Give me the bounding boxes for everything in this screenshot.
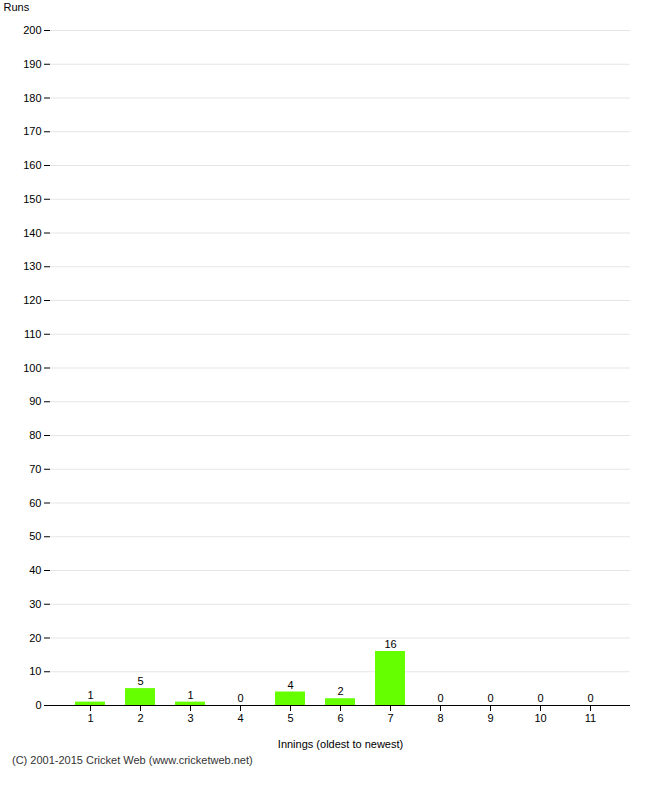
- svg-text:50: 50: [29, 530, 41, 542]
- svg-text:5: 5: [287, 712, 293, 724]
- svg-text:7: 7: [387, 712, 393, 724]
- svg-text:150: 150: [23, 193, 41, 205]
- svg-text:9: 9: [487, 712, 493, 724]
- svg-text:40: 40: [29, 564, 41, 576]
- svg-text:90: 90: [29, 395, 41, 407]
- svg-text:6: 6: [337, 712, 343, 724]
- svg-text:0: 0: [537, 692, 543, 704]
- svg-text:10: 10: [29, 665, 41, 677]
- svg-text:10: 10: [534, 712, 546, 724]
- svg-text:0: 0: [487, 692, 493, 704]
- svg-text:Innings (oldest to newest): Innings (oldest to newest): [278, 738, 403, 750]
- svg-text:5: 5: [137, 675, 143, 687]
- svg-text:80: 80: [29, 429, 41, 441]
- svg-text:180: 180: [23, 92, 41, 104]
- svg-text:170: 170: [23, 125, 41, 137]
- svg-text:1: 1: [87, 689, 93, 701]
- svg-text:0: 0: [587, 692, 593, 704]
- svg-text:2: 2: [337, 685, 343, 697]
- svg-text:3: 3: [187, 712, 193, 724]
- svg-text:2: 2: [137, 712, 143, 724]
- svg-text:110: 110: [24, 328, 42, 340]
- svg-text:30: 30: [29, 598, 41, 610]
- svg-text:100: 100: [23, 362, 41, 374]
- svg-text:70: 70: [29, 463, 41, 475]
- svg-text:4: 4: [287, 679, 293, 691]
- svg-text:130: 130: [23, 260, 41, 272]
- svg-text:0: 0: [437, 692, 443, 704]
- svg-text:8: 8: [437, 712, 443, 724]
- html-text:(C) 2001-2015 Cricket Web (www: (C) 2001-2015 Cricket Web (www.cricketwe…: [12, 754, 253, 766]
- svg-text:160: 160: [23, 159, 41, 171]
- svg-text:0: 0: [35, 699, 41, 711]
- svg-text:20: 20: [29, 632, 41, 644]
- svg-text:140: 140: [23, 227, 41, 239]
- svg-text:60: 60: [29, 497, 41, 509]
- svg-text:1: 1: [187, 689, 193, 701]
- svg-text:1: 1: [87, 712, 93, 724]
- svg-text:200: 200: [23, 24, 41, 36]
- svg-text:16: 16: [384, 638, 396, 650]
- svg-text:11: 11: [585, 712, 596, 724]
- svg-text:Runs: Runs: [4, 1, 30, 13]
- svg-text:4: 4: [237, 712, 243, 724]
- svg-text:120: 120: [23, 294, 41, 306]
- svg-text:190: 190: [23, 58, 41, 70]
- svg-text:0: 0: [237, 692, 243, 704]
